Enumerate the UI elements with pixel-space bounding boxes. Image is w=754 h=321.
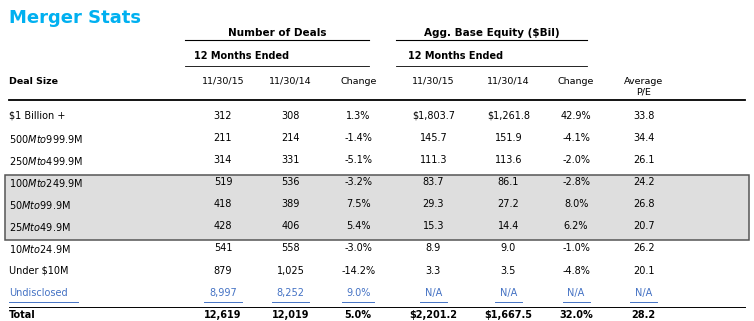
Text: 8.9: 8.9 bbox=[426, 243, 441, 253]
Text: Number of Deals: Number of Deals bbox=[228, 28, 326, 38]
Text: 20.7: 20.7 bbox=[633, 221, 654, 231]
Text: -2.8%: -2.8% bbox=[562, 177, 590, 187]
Text: Merger Stats: Merger Stats bbox=[9, 9, 141, 27]
Text: 541: 541 bbox=[213, 243, 232, 253]
Text: $250M to $499.9M: $250M to $499.9M bbox=[9, 155, 83, 167]
Text: Total: Total bbox=[9, 310, 35, 320]
Text: 11/30/14: 11/30/14 bbox=[487, 77, 530, 86]
Text: 312: 312 bbox=[213, 110, 232, 121]
Text: 406: 406 bbox=[281, 221, 300, 231]
Text: 5.4%: 5.4% bbox=[346, 221, 370, 231]
Text: 536: 536 bbox=[281, 177, 300, 187]
Text: 26.2: 26.2 bbox=[633, 243, 654, 253]
Text: 879: 879 bbox=[213, 265, 232, 275]
Text: N/A: N/A bbox=[635, 288, 652, 298]
Text: $10M to $24.9M: $10M to $24.9M bbox=[9, 243, 71, 256]
Text: $1,261.8: $1,261.8 bbox=[487, 110, 530, 121]
Text: 12 Months Ended: 12 Months Ended bbox=[195, 51, 290, 61]
Text: -2.0%: -2.0% bbox=[562, 155, 590, 165]
Text: 3.3: 3.3 bbox=[426, 265, 441, 275]
Text: 33.8: 33.8 bbox=[633, 110, 654, 121]
Text: 6.2%: 6.2% bbox=[564, 221, 588, 231]
Text: 11/30/15: 11/30/15 bbox=[201, 77, 244, 86]
Text: Change: Change bbox=[340, 77, 376, 86]
Text: 12,019: 12,019 bbox=[272, 310, 309, 320]
Text: 1,025: 1,025 bbox=[277, 265, 305, 275]
Text: 14.4: 14.4 bbox=[498, 221, 520, 231]
Text: 145.7: 145.7 bbox=[419, 133, 447, 143]
Text: 42.9%: 42.9% bbox=[561, 110, 591, 121]
Text: $1 Billion +: $1 Billion + bbox=[9, 110, 66, 121]
Text: 20.1: 20.1 bbox=[633, 265, 654, 275]
Text: -5.1%: -5.1% bbox=[345, 155, 372, 165]
Text: -3.2%: -3.2% bbox=[345, 177, 372, 187]
Text: 8,997: 8,997 bbox=[209, 288, 237, 298]
Text: 5.0%: 5.0% bbox=[345, 310, 372, 320]
Text: -3.0%: -3.0% bbox=[345, 243, 372, 253]
Text: 211: 211 bbox=[213, 133, 232, 143]
Text: N/A: N/A bbox=[568, 288, 584, 298]
Text: $1,803.7: $1,803.7 bbox=[412, 110, 455, 121]
Text: N/A: N/A bbox=[425, 288, 442, 298]
Text: $500M to $999.9M: $500M to $999.9M bbox=[9, 133, 83, 145]
Text: Average
P/E: Average P/E bbox=[624, 77, 664, 96]
Text: 113.6: 113.6 bbox=[495, 155, 523, 165]
Text: Deal Size: Deal Size bbox=[9, 77, 58, 86]
Text: 7.5%: 7.5% bbox=[346, 199, 370, 209]
Text: 111.3: 111.3 bbox=[419, 155, 447, 165]
Text: 519: 519 bbox=[213, 177, 232, 187]
FancyBboxPatch shape bbox=[5, 175, 749, 240]
Text: -4.8%: -4.8% bbox=[562, 265, 590, 275]
Text: 34.4: 34.4 bbox=[633, 133, 654, 143]
Text: $100M to $249.9M: $100M to $249.9M bbox=[9, 177, 83, 189]
Text: $2,201.2: $2,201.2 bbox=[409, 310, 458, 320]
Text: -14.2%: -14.2% bbox=[341, 265, 375, 275]
Text: $1,667.5: $1,667.5 bbox=[485, 310, 532, 320]
Text: -1.0%: -1.0% bbox=[562, 243, 590, 253]
Text: 8,252: 8,252 bbox=[277, 288, 305, 298]
Text: 8.0%: 8.0% bbox=[564, 199, 588, 209]
Text: $25M to $49.9M: $25M to $49.9M bbox=[9, 221, 71, 233]
Text: 428: 428 bbox=[213, 221, 232, 231]
Text: 15.3: 15.3 bbox=[422, 221, 444, 231]
Text: 9.0: 9.0 bbox=[501, 243, 516, 253]
Text: 83.7: 83.7 bbox=[422, 177, 444, 187]
Text: 29.3: 29.3 bbox=[422, 199, 444, 209]
Text: 86.1: 86.1 bbox=[498, 177, 520, 187]
Text: 12,619: 12,619 bbox=[204, 310, 242, 320]
Text: 1.3%: 1.3% bbox=[346, 110, 370, 121]
Text: Undisclosed: Undisclosed bbox=[9, 288, 68, 298]
Text: 32.0%: 32.0% bbox=[559, 310, 593, 320]
Text: 24.2: 24.2 bbox=[633, 177, 654, 187]
Text: N/A: N/A bbox=[500, 288, 517, 298]
Text: 11/30/15: 11/30/15 bbox=[412, 77, 455, 86]
Text: 28.2: 28.2 bbox=[632, 310, 656, 320]
Text: -4.1%: -4.1% bbox=[562, 133, 590, 143]
Text: Under $10M: Under $10M bbox=[9, 265, 69, 275]
Text: 3.5: 3.5 bbox=[501, 265, 516, 275]
Text: 308: 308 bbox=[281, 110, 300, 121]
Text: 314: 314 bbox=[214, 155, 232, 165]
Text: 558: 558 bbox=[281, 243, 300, 253]
Text: Agg. Base Equity ($Bil): Agg. Base Equity ($Bil) bbox=[424, 28, 559, 38]
Text: 11/30/14: 11/30/14 bbox=[269, 77, 312, 86]
Text: 331: 331 bbox=[281, 155, 300, 165]
Text: 389: 389 bbox=[281, 199, 300, 209]
Text: 151.9: 151.9 bbox=[495, 133, 523, 143]
Text: 12 Months Ended: 12 Months Ended bbox=[409, 51, 504, 61]
Text: -1.4%: -1.4% bbox=[345, 133, 372, 143]
Text: 26.8: 26.8 bbox=[633, 199, 654, 209]
Text: 9.0%: 9.0% bbox=[346, 288, 370, 298]
Text: 418: 418 bbox=[214, 199, 232, 209]
Text: Change: Change bbox=[558, 77, 594, 86]
Text: 214: 214 bbox=[281, 133, 300, 143]
Text: $50M to $99.9M: $50M to $99.9M bbox=[9, 199, 71, 211]
Text: 27.2: 27.2 bbox=[498, 199, 520, 209]
Text: 26.1: 26.1 bbox=[633, 155, 654, 165]
